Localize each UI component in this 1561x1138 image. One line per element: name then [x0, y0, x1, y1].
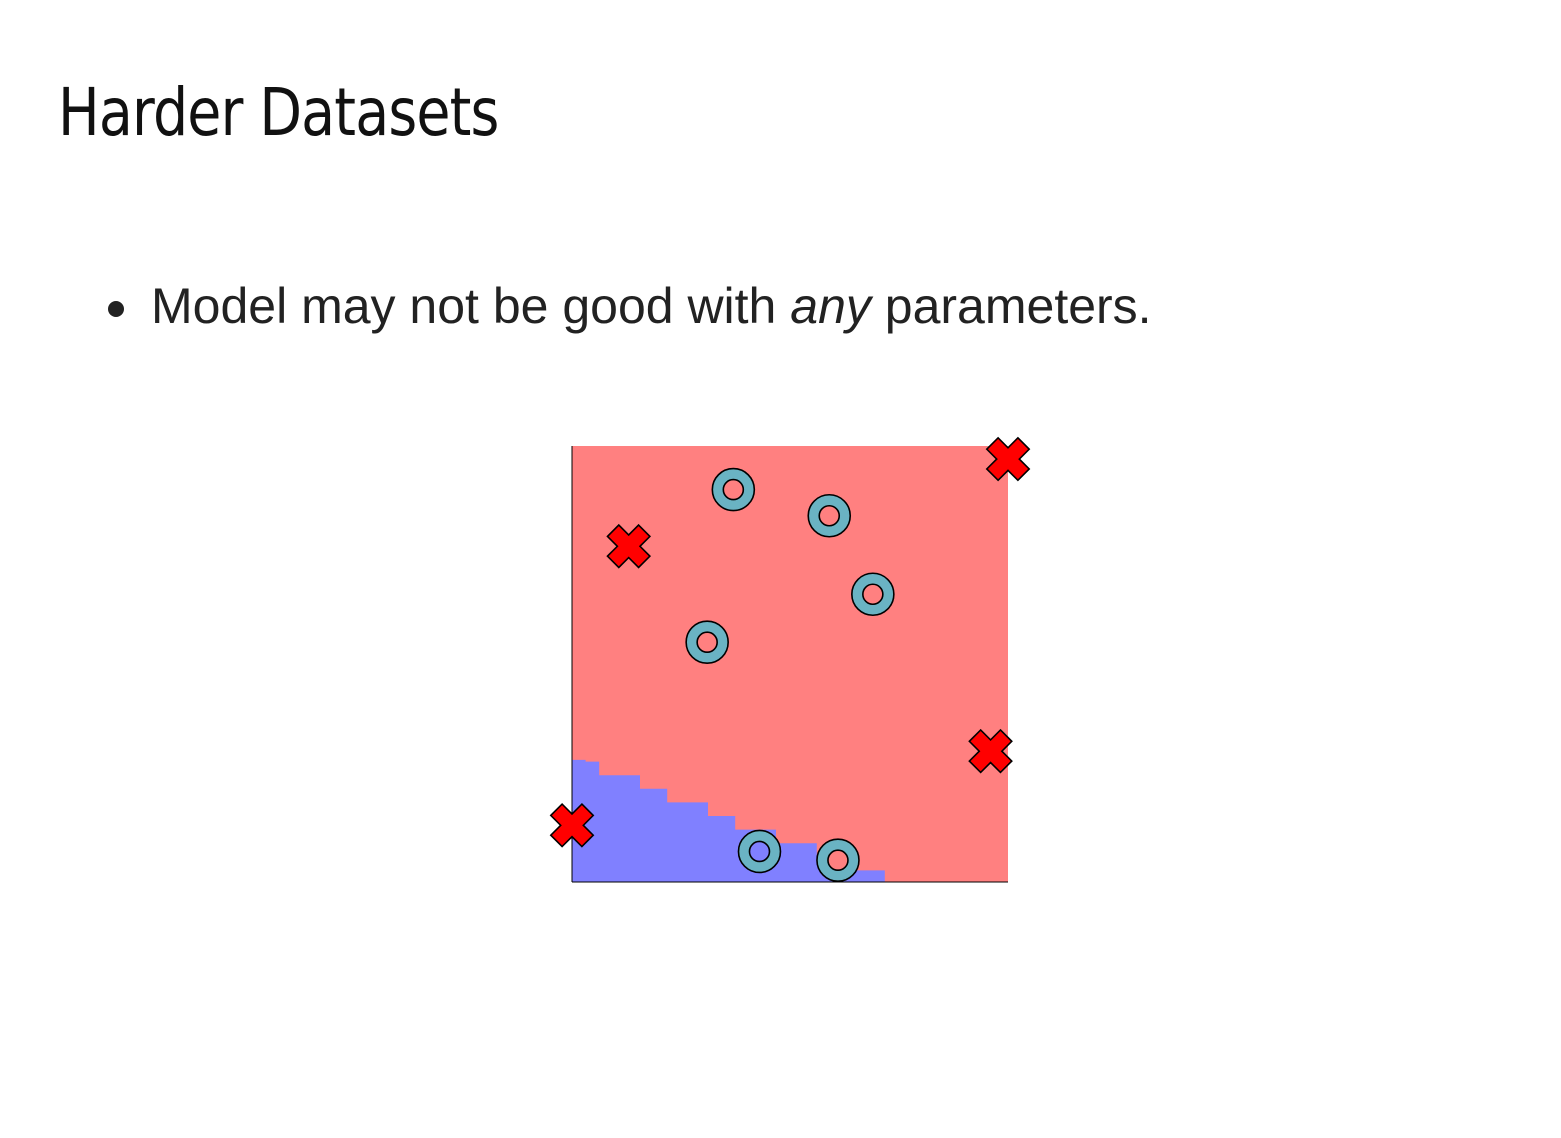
o-marker-hole: [722, 478, 745, 501]
bullet-text-before: Model may not be good with: [151, 278, 791, 334]
bullet-dot-icon: [108, 300, 124, 317]
x-marker: [968, 728, 1013, 774]
bullet-item: Model may not be good with any parameter…: [108, 278, 1152, 336]
x-marker: [549, 802, 595, 848]
bullet-text: Model may not be good with any parameter…: [151, 278, 1152, 336]
bullet-list: Model may not be good with any parameter…: [108, 278, 1152, 336]
o-marker-hole: [818, 504, 841, 527]
bullet-text-emphasis: any: [790, 278, 871, 334]
o-marker-hole: [827, 849, 849, 872]
o-marker-hole: [862, 583, 884, 606]
x-marker-group: [549, 436, 1031, 848]
o-marker-group: [685, 467, 895, 883]
o-marker-hole: [748, 840, 771, 863]
slide-title: Harder Datasets: [58, 74, 499, 151]
bullet-text-after: parameters.: [870, 278, 1152, 334]
x-marker: [606, 523, 652, 569]
region-o-class: [572, 759, 886, 882]
x-marker: [985, 436, 1031, 482]
o-marker-hole: [696, 631, 718, 654]
